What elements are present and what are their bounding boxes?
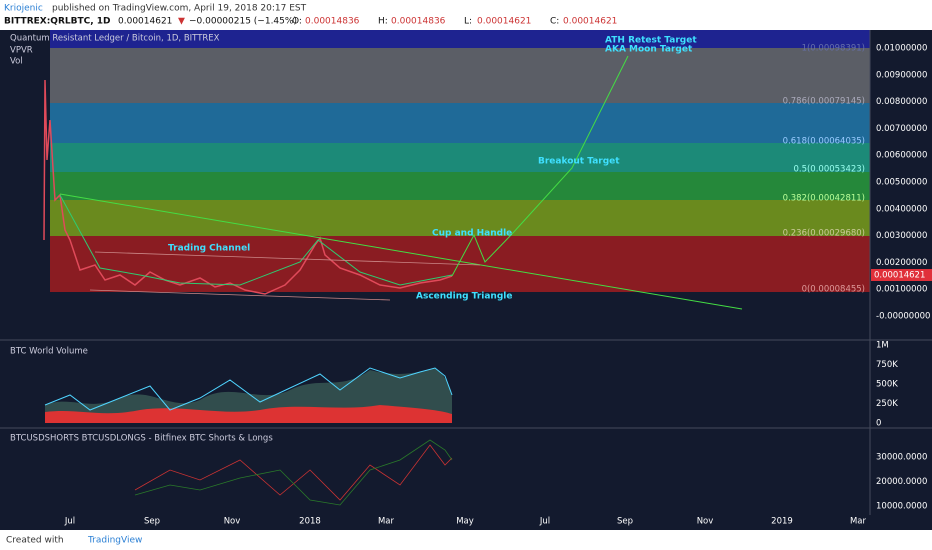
longs-line — [134, 439, 453, 506]
annotation: AKA Moon Target — [605, 45, 693, 55]
projection — [451, 55, 629, 277]
annotation: Trading Channel — [168, 244, 250, 254]
footer-bg — [0, 530, 932, 550]
channel-line — [89, 289, 391, 301]
y-tick-label: 30000.0000 — [876, 453, 927, 463]
y-tick-label: 0.00900000 — [876, 70, 927, 80]
y-tick-label: 0.00600000 — [876, 151, 927, 161]
ohlc-value: 0.00014621 — [477, 17, 531, 27]
fib-label: 0.786(0.00079145) — [783, 97, 865, 107]
x-tick-label: Jul — [539, 517, 550, 527]
trend-line — [59, 193, 743, 310]
price-line — [59, 194, 453, 286]
y-tick-label: 0.01000000 — [876, 44, 927, 54]
indicator: VPVR — [10, 46, 33, 56]
change: −0.00000215 (−1.45%) — [189, 17, 297, 27]
x-tick-label: Sep — [144, 517, 160, 527]
y-tick-label: 750K — [876, 360, 898, 370]
pane-title: BTC World Volume — [10, 347, 88, 357]
volume-area — [45, 405, 452, 423]
author: Kriojenic — [4, 4, 43, 14]
fib-label: 0(0.00008455) — [802, 285, 865, 295]
ohlc-value: 0.00014621 — [563, 17, 617, 27]
ohlc-label: L: — [464, 17, 472, 27]
y-tick-label: 250K — [876, 399, 898, 409]
fib-label: 0.382(0.00042811) — [783, 194, 865, 204]
fib-label: 0.5(0.00053423) — [793, 165, 865, 175]
annotation: Cup and Handle — [432, 229, 512, 239]
x-tick-label: Sep — [617, 517, 633, 527]
y-tick-label: 0.00700000 — [876, 124, 927, 134]
x-tick-label: Mar — [850, 517, 867, 527]
fib-label: 1(0.00098391) — [802, 44, 865, 54]
pane-title: Quantum Resistant Ledger / Bitcoin, 1D, … — [10, 34, 220, 44]
fib-label: 0.236(0.00029680) — [783, 229, 865, 239]
y-tick-label: 20000.0000 — [876, 477, 927, 487]
y-tick-label: 0.00200000 — [876, 258, 927, 268]
ohlc-value: 0.00014836 — [305, 17, 360, 27]
x-tick-label: May — [456, 517, 474, 527]
annotation: ATH Retest Target — [605, 36, 697, 46]
fib-band — [50, 172, 870, 200]
symbol: BITTREX:QRLBTC, 1D — [4, 17, 111, 27]
shorts-line — [134, 444, 453, 501]
x-tick-label: Nov — [697, 517, 714, 527]
price-tag — [871, 269, 932, 281]
y-tick-label: -0.00000000 — [876, 312, 930, 322]
y-tick-label: 1M — [876, 341, 889, 351]
created: Created with — [6, 536, 64, 546]
ohlc-label: O: — [292, 17, 302, 27]
y-tick-label: 0.00300000 — [876, 231, 927, 241]
brand: TradingView — [87, 536, 142, 546]
annotation: Ascending Triangle — [416, 292, 512, 302]
fib-band — [50, 143, 870, 172]
published: published on TradingView.com, April 19, … — [52, 4, 307, 14]
price: 0.00014621 — [118, 17, 172, 27]
y-tick-label: 0.00100000 — [876, 285, 927, 295]
ohlc-label: H: — [378, 17, 388, 27]
y-tick-label: 0.00500000 — [876, 178, 927, 188]
price-line — [43, 79, 453, 295]
annotation: Breakout Target — [538, 157, 620, 167]
arrow: ▼ — [178, 17, 185, 27]
fib-band — [50, 200, 870, 236]
y-tick-label: 10000.0000 — [876, 502, 927, 512]
volume-line — [44, 367, 453, 411]
channel-line — [94, 251, 481, 266]
fib-band — [50, 30, 870, 48]
last-price: 0.00014621 — [874, 271, 925, 281]
indicator: Vol — [10, 57, 23, 67]
y-tick-label: 0.00800000 — [876, 97, 927, 107]
y-tick-label: 500K — [876, 380, 898, 390]
y-tick-label: 0 — [876, 419, 881, 429]
fib-band — [50, 103, 870, 143]
x-tick-label: 2019 — [771, 517, 793, 527]
ohlc-value: 0.00014836 — [391, 17, 446, 27]
fib-band — [50, 48, 870, 103]
x-tick-label: Mar — [378, 517, 395, 527]
y-tick-label: 0.00400000 — [876, 204, 927, 214]
x-tick-label: Jul — [64, 517, 75, 527]
pane-title: BTCUSDSHORTS BTCUSDLONGS - Bitfinex BTC … — [10, 434, 273, 444]
ohlc-label: C: — [550, 17, 559, 27]
x-tick-label: Nov — [224, 517, 241, 527]
fib-label: 0.618(0.00064035) — [783, 137, 865, 147]
x-tick-label: 2018 — [299, 517, 321, 527]
